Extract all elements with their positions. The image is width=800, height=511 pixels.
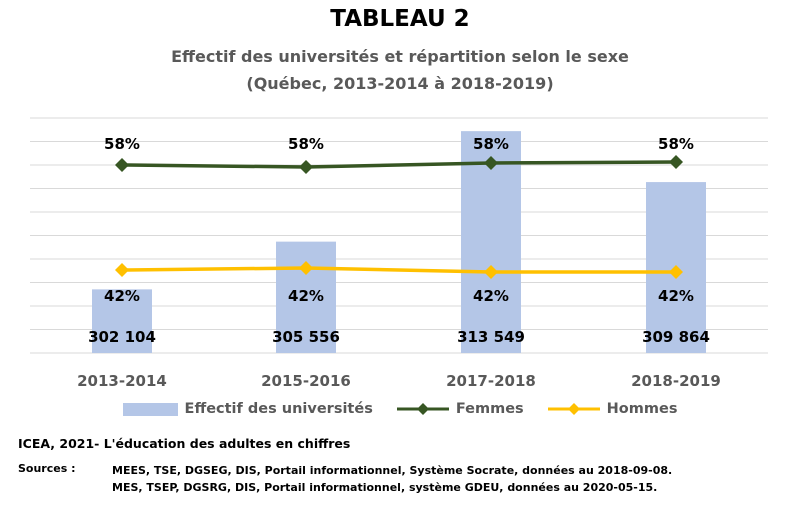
x-tick-label: 2017-2018 [446, 372, 536, 390]
x-tick-label: 2013-2014 [77, 372, 167, 390]
femmes-data-label: 58% [104, 135, 140, 153]
chart-subtitle-period: (Québec, 2013-2014 à 2018-2019) [246, 74, 554, 93]
hommes-data-label: 42% [658, 287, 694, 305]
chart-subtitle: Effectif des universités et répartition … [171, 47, 629, 66]
legend-swatch-hommes [547, 403, 600, 415]
legend-label-effectif: Effectif des universités [184, 401, 373, 417]
hommes-marker [669, 265, 683, 279]
bar-data-label: 302 104 [88, 328, 156, 346]
legend-item-femmes: Femmes [396, 401, 524, 417]
hommes-line [121, 266, 676, 274]
hommes-marker [484, 265, 498, 279]
femmes-marker [484, 156, 498, 170]
bar-data-label: 305 556 [272, 328, 340, 346]
chart-title: TABLEAU 2 [330, 6, 470, 32]
hommes-marker [115, 263, 129, 277]
femmes-marker [669, 155, 683, 169]
femmes-data-label: 58% [288, 135, 324, 153]
femmes-data-label: 58% [658, 135, 694, 153]
hommes-data-label: 42% [288, 287, 324, 305]
femmes-marker [115, 158, 129, 172]
x-tick-label: 2015-2016 [261, 372, 351, 390]
source-line: MEES, TSE, DGSEG, DIS, Portail informati… [112, 464, 673, 477]
source-line: MES, TSEP, DGSRG, DIS, Portail informati… [112, 481, 658, 494]
bar-data-label: 313 549 [457, 328, 525, 346]
bar-effectif [92, 289, 152, 353]
femmes-data-label: 58% [473, 135, 509, 153]
legend-swatch-effectif [122, 402, 178, 416]
femmes-line [121, 160, 677, 169]
sources-label: Sources : [18, 462, 76, 475]
legend-swatch-femmes [396, 403, 449, 415]
bar-effectif [276, 241, 336, 353]
legend-label-femmes: Femmes [455, 401, 524, 417]
hommes-data-label: 42% [104, 287, 140, 305]
source-title: ICEA, 2021- L'éducation des adultes en c… [18, 436, 351, 451]
hommes-data-label: 42% [473, 287, 509, 305]
legend-label-hommes: Hommes [606, 401, 678, 417]
sources-list: MEES, TSE, DGSEG, DIS, Portail informati… [112, 462, 672, 496]
x-tick-label: 2018-2019 [631, 372, 721, 390]
bar-data-label: 309 864 [642, 328, 710, 346]
femmes-marker [299, 160, 313, 174]
legend-item-hommes: Hommes [547, 401, 678, 417]
chart-legend: Effectif des universités Femmes Hommes [0, 401, 800, 417]
legend-item-effectif: Effectif des universités [122, 401, 373, 417]
chart-plot-area: 58% 58% 58% 58% 42% 42% 42% 42% 302 104 305 556 31… [30, 117, 768, 390]
hommes-marker [299, 261, 313, 275]
